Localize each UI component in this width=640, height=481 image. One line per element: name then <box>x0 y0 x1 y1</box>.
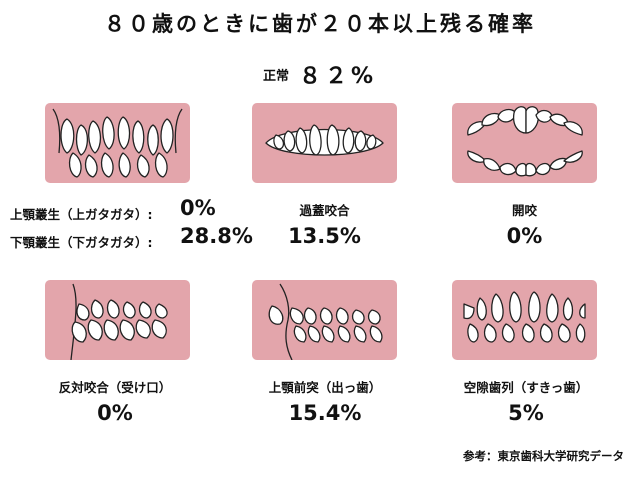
teeth-illustration-underbite <box>45 280 190 360</box>
label-spacing: 空隙歯列（すきっ歯） <box>463 380 589 395</box>
label-overjet: 上顎前突（出っ歯） <box>268 380 382 395</box>
label-lower-crowding: 下顎叢生（下ガタガタ）: <box>10 235 153 250</box>
value-spacing: 5% <box>508 401 544 425</box>
label-upper-crowding: 上顎叢生（上ガタガタ）: <box>10 207 153 222</box>
open-bite-teeth-icon <box>467 106 583 177</box>
value-deep-bite: 13.5% <box>288 224 361 248</box>
teeth-illustration-overjet <box>252 280 397 360</box>
value-underbite: 0% <box>97 401 133 425</box>
value-open-bite: 0% <box>506 224 543 248</box>
label-deep-bite: 過蓋咬合 <box>299 203 350 218</box>
value-upper-crowding: 0% <box>180 196 216 220</box>
normal-value: ８２% <box>298 64 378 89</box>
teeth-illustration-spacing <box>452 280 597 360</box>
deep-bite-teeth-icon <box>265 124 384 156</box>
label-underbite: 反対咬合（受け口） <box>58 380 172 395</box>
spacing-teeth-icon <box>463 291 586 343</box>
page-title: ８０歳のときに歯が２０本以上残る確率 <box>104 12 536 36</box>
normal-label: 正常 <box>262 68 289 84</box>
teeth-illustration-open-bite <box>452 103 597 183</box>
label-open-bite: 開咬 <box>511 203 537 218</box>
teeth-illustration-crowding <box>45 103 190 183</box>
overjet-teeth-icon <box>268 283 383 360</box>
crowding-teeth-icon <box>52 108 183 178</box>
value-lower-crowding: 28.8% <box>180 224 253 248</box>
source-note: 参考：東京歯科大学研究データ <box>463 449 624 463</box>
normal-rate: 正常 ８２% <box>0 58 640 90</box>
value-overjet: 15.4% <box>288 401 362 425</box>
teeth-illustration-deep-bite <box>252 103 397 183</box>
underbite-teeth-icon <box>70 283 168 360</box>
